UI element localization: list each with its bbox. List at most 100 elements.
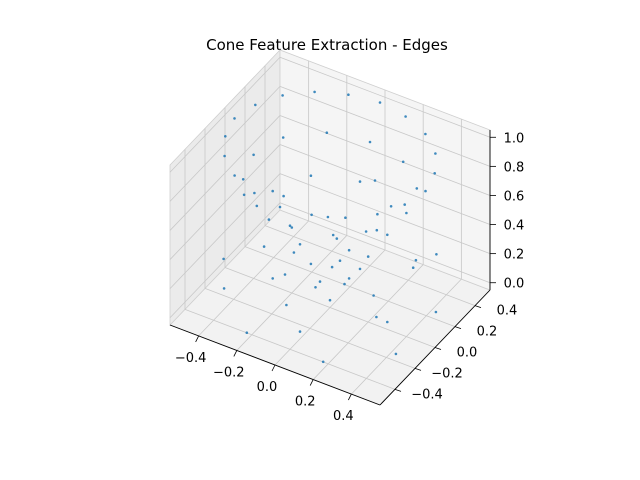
data-point xyxy=(252,153,255,157)
data-point xyxy=(330,265,334,269)
y-tick-mark xyxy=(414,368,422,371)
data-point xyxy=(375,228,379,232)
data-point xyxy=(285,303,288,307)
z-tick-label: 1.0 xyxy=(504,131,525,146)
z-grid-back xyxy=(279,56,491,138)
data-point xyxy=(290,226,294,229)
x-tick-mark xyxy=(348,393,352,401)
z-grid-left xyxy=(169,56,281,173)
data-point xyxy=(343,282,346,286)
z-tick-label: 0.6 xyxy=(504,189,525,204)
y-grid-floor xyxy=(224,267,436,348)
y-tick-label: 0.4 xyxy=(497,304,518,319)
chart-title: Cone Feature Extraction - Edges xyxy=(206,36,448,54)
data-point xyxy=(364,230,368,233)
data-point xyxy=(233,174,236,177)
y-tick-mark xyxy=(434,347,442,350)
z-grid-back xyxy=(279,115,491,196)
y-grid-floor xyxy=(184,308,396,390)
data-point xyxy=(224,135,227,138)
y-tick-label: 0.2 xyxy=(477,325,498,340)
x-tick-mark xyxy=(271,364,276,372)
z-tick-label: 0.0 xyxy=(504,277,525,292)
data-point xyxy=(328,298,332,302)
y-tick-label: 0.0 xyxy=(457,346,478,361)
z-tick-label: 0.2 xyxy=(504,248,525,263)
x-tick-label: 0.4 xyxy=(333,409,354,424)
data-point xyxy=(283,273,287,276)
data-point xyxy=(223,154,226,158)
data-point xyxy=(386,233,389,237)
x-tick-mark xyxy=(233,350,238,357)
axis-panes xyxy=(169,49,491,406)
data-point xyxy=(414,258,418,262)
z-tick-label: 0.8 xyxy=(504,160,525,175)
x-tick-label: −0.4 xyxy=(175,351,207,366)
data-point xyxy=(222,287,226,290)
data-point xyxy=(313,90,316,94)
data-point xyxy=(255,204,259,208)
data-points xyxy=(222,90,438,364)
data-point xyxy=(386,320,389,324)
z-grid-back xyxy=(279,173,491,255)
data-point xyxy=(325,131,329,134)
data-point xyxy=(424,189,427,193)
data-point xyxy=(271,277,275,280)
data-point xyxy=(368,140,372,144)
data-point xyxy=(378,101,382,104)
data-point xyxy=(318,280,322,283)
data-point xyxy=(309,262,313,266)
z-grid-back xyxy=(279,85,491,167)
data-point xyxy=(253,191,256,195)
data-point xyxy=(338,259,342,263)
data-point xyxy=(434,152,437,155)
data-point xyxy=(292,251,296,254)
x-tick-mark xyxy=(195,335,199,343)
data-point xyxy=(358,267,362,271)
data-point xyxy=(241,178,245,181)
data-point xyxy=(372,294,375,297)
data-point xyxy=(267,218,271,221)
data-point xyxy=(434,310,438,314)
y-tick-mark xyxy=(394,388,402,392)
data-point xyxy=(373,179,377,182)
data-point xyxy=(310,213,313,217)
tick-labels: −0.4 −0.2 0.0 0.2 0.4 −0.4 −0.2 0.0 0.2 0.4 0.0 0.2… xyxy=(175,131,524,424)
y-tick-mark xyxy=(474,305,482,309)
data-point xyxy=(366,255,370,258)
data-point xyxy=(344,216,347,219)
data-point xyxy=(326,215,330,219)
z-grid-left xyxy=(169,202,281,319)
data-point xyxy=(401,160,405,164)
x-tick-mark xyxy=(309,379,314,386)
data-point xyxy=(424,132,427,136)
z-grid-back xyxy=(279,202,491,284)
data-point xyxy=(433,172,437,175)
data-point xyxy=(281,94,284,97)
y-grid-floor xyxy=(244,246,456,327)
data-point xyxy=(404,115,407,118)
data-point xyxy=(298,243,302,246)
data-point xyxy=(222,257,225,261)
z-grid-left xyxy=(169,173,281,289)
data-point xyxy=(321,360,325,364)
data-point xyxy=(309,174,313,177)
data-point xyxy=(278,205,282,209)
data-point xyxy=(335,237,339,240)
data-point xyxy=(358,180,362,183)
z-grid-left xyxy=(169,115,281,231)
data-point xyxy=(314,286,317,289)
z-grid-left xyxy=(169,144,281,260)
data-point xyxy=(254,103,257,107)
data-point xyxy=(281,136,285,139)
data-point xyxy=(394,352,398,356)
data-point xyxy=(405,211,408,215)
x-tick-label: −0.2 xyxy=(213,365,245,380)
data-point xyxy=(435,253,438,256)
x-tick-label: 0.0 xyxy=(257,380,278,395)
data-point xyxy=(282,194,285,198)
data-point xyxy=(415,187,419,190)
z-tick-label: 0.4 xyxy=(504,219,525,234)
data-point xyxy=(347,277,351,280)
